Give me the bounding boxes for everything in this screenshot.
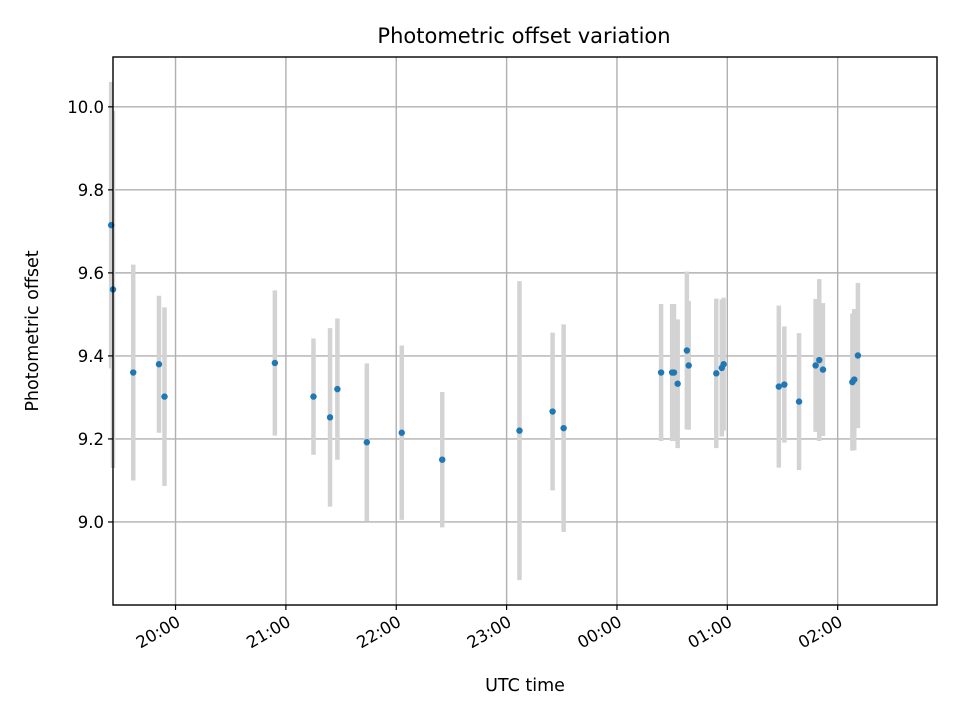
y-axis-ticks: 9.0 9.2 9.4 9.6 9.8 10.0 xyxy=(67,98,113,532)
data-point xyxy=(781,381,788,388)
data-point xyxy=(657,369,665,376)
data-point xyxy=(161,393,168,400)
plot-frame xyxy=(112,56,938,606)
data-point xyxy=(683,347,691,354)
y-tick-label: 9.0 xyxy=(78,513,104,532)
data-point xyxy=(670,369,678,376)
data-point xyxy=(363,439,371,446)
data-point xyxy=(334,385,341,393)
data-point xyxy=(812,362,819,369)
y-tick-label: 10.0 xyxy=(67,98,104,117)
data-point xyxy=(439,456,446,463)
data-point xyxy=(155,361,163,368)
data-point xyxy=(398,429,405,436)
data-point xyxy=(713,370,720,377)
data-point xyxy=(560,424,567,432)
data-point xyxy=(271,359,279,367)
data-point xyxy=(310,393,317,400)
data-point xyxy=(516,427,523,434)
data-point xyxy=(795,398,803,405)
data-point xyxy=(819,366,827,373)
chart-title: Photometric offset variation xyxy=(377,24,670,48)
y-tick-label: 9.4 xyxy=(78,347,104,366)
y-tick-label: 9.8 xyxy=(78,181,104,200)
y-tick-label: 9.6 xyxy=(78,264,104,283)
data-point xyxy=(674,380,681,387)
data-point xyxy=(130,369,137,376)
data-point xyxy=(816,356,823,364)
data-point xyxy=(851,376,858,383)
data-point xyxy=(775,383,783,390)
data-point xyxy=(326,414,334,421)
data-point xyxy=(854,352,862,359)
y-axis-label: Photometric offset xyxy=(23,250,43,411)
data-point xyxy=(720,361,727,368)
y-tick-label: 9.2 xyxy=(78,430,104,449)
data-point xyxy=(549,408,556,415)
data-point xyxy=(685,362,692,369)
x-axis-label: UTC time xyxy=(485,676,565,696)
